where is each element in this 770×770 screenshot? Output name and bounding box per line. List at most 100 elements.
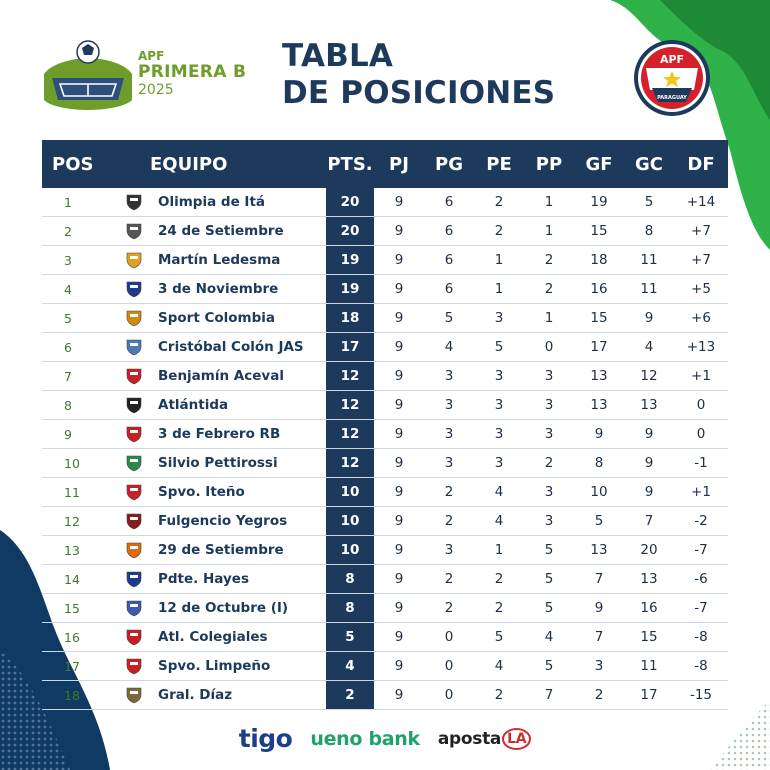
header-team: EQUIPO bbox=[150, 153, 228, 175]
pj-cell: 9 bbox=[394, 629, 404, 645]
pj-cell: 9 bbox=[394, 397, 404, 413]
table-row: 14 Pdte. Hayes 8 9 2 2 5 7 13 -6 bbox=[42, 565, 728, 594]
crest-cell bbox=[104, 599, 150, 617]
pe-cell: 3 bbox=[494, 368, 504, 384]
pos-cell: 10 bbox=[64, 455, 80, 471]
header-pg: PG bbox=[435, 153, 463, 175]
header-df: DF bbox=[687, 153, 715, 175]
pg-cell: 3 bbox=[444, 397, 454, 413]
team-name: 12 de Octubre (I) bbox=[158, 600, 289, 616]
df-cell: -7 bbox=[694, 542, 708, 558]
gf-cell: 3 bbox=[594, 658, 604, 674]
olimpia-crest-icon bbox=[126, 194, 142, 211]
league-year: 2025 bbox=[138, 82, 174, 98]
sponsor-aposta-prefix: aposta bbox=[437, 728, 502, 749]
pp-cell: 3 bbox=[544, 426, 554, 442]
gf-cell: 17 bbox=[590, 339, 608, 355]
pj-cell: 9 bbox=[394, 687, 404, 703]
pj-cell: 9 bbox=[394, 571, 404, 587]
pos-cell: 14 bbox=[64, 571, 80, 587]
table-row: 10 Silvio Pettirossi 12 9 3 3 2 8 9 -1 bbox=[42, 449, 728, 478]
diaz-crest-icon bbox=[126, 687, 142, 704]
sponsor-ueno-logo: ueno bank bbox=[310, 727, 420, 750]
pp-cell: 3 bbox=[544, 513, 554, 529]
pe-cell: 2 bbox=[494, 194, 504, 210]
df-cell: +5 bbox=[691, 281, 711, 297]
pj-cell: 9 bbox=[394, 455, 404, 471]
page-title: TABLA DE POSICIONES bbox=[282, 38, 555, 112]
pe-cell: 5 bbox=[494, 629, 504, 645]
gc-cell: 17 bbox=[640, 687, 658, 703]
pj-cell: 9 bbox=[394, 600, 404, 616]
febrero3-crest-icon bbox=[126, 426, 142, 443]
pj-cell: 9 bbox=[394, 368, 404, 384]
df-cell: -8 bbox=[694, 629, 708, 645]
atlantida-crest-icon bbox=[126, 397, 142, 414]
pos-cell: 3 bbox=[64, 252, 72, 268]
team-name: Spvo. Iteño bbox=[158, 484, 245, 500]
df-cell: +1 bbox=[691, 484, 711, 500]
gc-cell: 16 bbox=[640, 600, 658, 616]
gf-cell: 10 bbox=[590, 484, 608, 500]
table-row: 6 Cristóbal Colón JAS 17 9 4 5 0 17 4 +13 bbox=[42, 333, 728, 362]
header-gc: GC bbox=[635, 153, 663, 175]
pp-cell: 1 bbox=[544, 223, 554, 239]
pp-cell: 3 bbox=[544, 368, 554, 384]
pos-cell: 7 bbox=[64, 368, 72, 384]
pts-cell: 10 bbox=[340, 484, 360, 500]
pj-cell: 9 bbox=[394, 484, 404, 500]
df-cell: 0 bbox=[696, 426, 706, 442]
pts-cell: 10 bbox=[340, 513, 360, 529]
aceval-crest-icon bbox=[126, 368, 142, 385]
pts-cell: 5 bbox=[345, 629, 355, 645]
pp-cell: 1 bbox=[544, 194, 554, 210]
pts-cell: 19 bbox=[340, 252, 360, 268]
pg-cell: 4 bbox=[444, 339, 454, 355]
pts-cell: 19 bbox=[340, 281, 360, 297]
pj-cell: 9 bbox=[394, 194, 404, 210]
sponsor-aposta-logo: aposta LA bbox=[437, 727, 532, 750]
team-name: Gral. Díaz bbox=[158, 687, 233, 703]
pg-cell: 3 bbox=[444, 426, 454, 442]
table-row: 16 Atl. Colegiales 5 9 0 5 4 7 15 -8 bbox=[42, 623, 728, 652]
team-name: Olimpia de Itá bbox=[158, 194, 266, 210]
crest-cell bbox=[104, 396, 150, 414]
pe-cell: 4 bbox=[494, 658, 504, 674]
pe-cell: 4 bbox=[494, 484, 504, 500]
pg-cell: 6 bbox=[444, 281, 454, 297]
pts-cell: 20 bbox=[340, 194, 360, 210]
table-row: 18 Gral. Díaz 2 9 0 2 7 2 17 -15 bbox=[42, 681, 728, 710]
team-name: Silvio Pettirossi bbox=[158, 455, 278, 471]
gf-cell: 16 bbox=[590, 281, 608, 297]
pos-cell: 1 bbox=[64, 194, 72, 210]
pg-cell: 6 bbox=[444, 223, 454, 239]
gc-cell: 4 bbox=[644, 339, 654, 355]
pe-cell: 3 bbox=[494, 455, 504, 471]
gf-cell: 13 bbox=[590, 542, 608, 558]
pos-cell: 15 bbox=[64, 600, 80, 616]
pe-cell: 4 bbox=[494, 513, 504, 529]
table-row: 2 24 de Setiembre 20 9 6 2 1 15 8 +7 bbox=[42, 217, 728, 246]
pp-cell: 2 bbox=[544, 281, 554, 297]
pos-cell: 12 bbox=[64, 513, 80, 529]
pos-cell: 17 bbox=[64, 658, 80, 674]
table-row: 7 Benjamín Aceval 12 9 3 3 3 13 12 +1 bbox=[42, 362, 728, 391]
pe-cell: 3 bbox=[494, 397, 504, 413]
crest-cell bbox=[104, 309, 150, 327]
pj-cell: 9 bbox=[394, 426, 404, 442]
noviembre3-crest-icon bbox=[126, 281, 142, 298]
sponsors-bar: tigo ueno bank aposta LA bbox=[0, 724, 770, 753]
pg-cell: 5 bbox=[444, 310, 454, 326]
pg-cell: 0 bbox=[444, 629, 454, 645]
df-cell: +6 bbox=[691, 310, 711, 326]
pp-cell: 3 bbox=[544, 484, 554, 500]
sponsor-tigo-logo: tigo bbox=[238, 724, 293, 753]
limpeno-crest-icon bbox=[126, 658, 142, 675]
gf-cell: 13 bbox=[590, 397, 608, 413]
pos-cell: 6 bbox=[64, 339, 72, 355]
league-name: PRIMERA B bbox=[138, 62, 247, 82]
header-pe: PE bbox=[486, 153, 512, 175]
pg-cell: 2 bbox=[444, 600, 454, 616]
pts-cell: 10 bbox=[340, 542, 360, 558]
pe-cell: 1 bbox=[494, 281, 504, 297]
